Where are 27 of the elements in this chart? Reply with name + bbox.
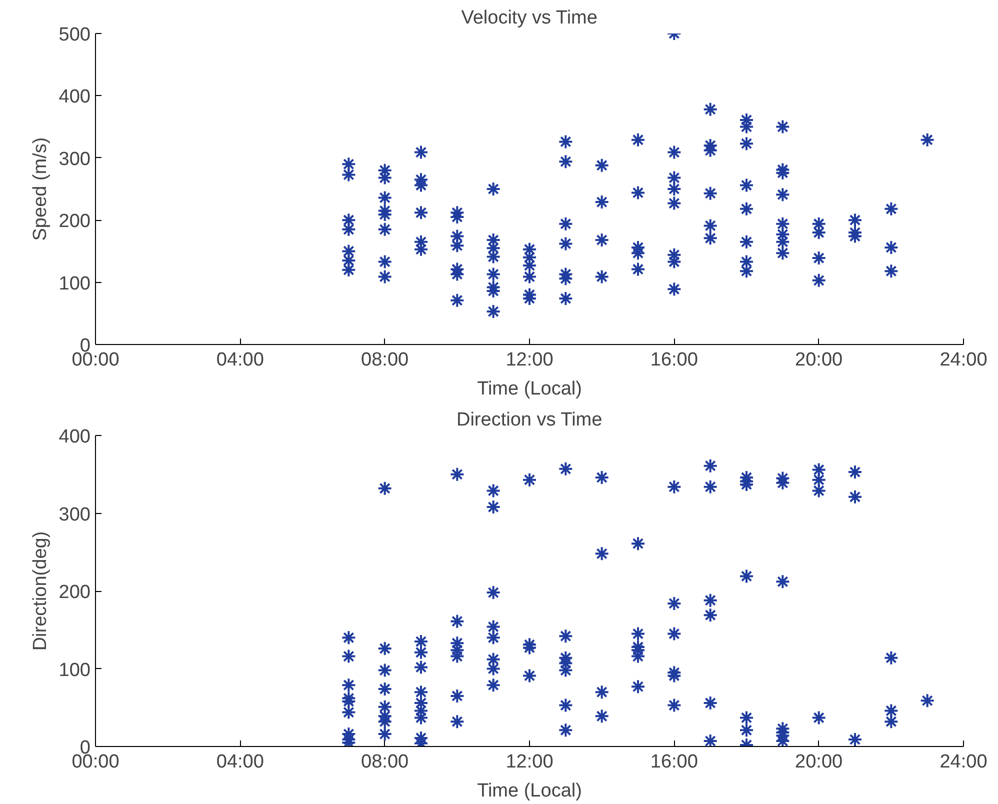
x-tick-label: 08:00 [361, 752, 409, 772]
chart-title: Direction vs Time [456, 410, 602, 430]
y-tick-label: 200 [58, 582, 90, 603]
y-tick-label: 400 [58, 86, 90, 108]
x-tick-label: 20:00 [795, 350, 843, 370]
y-tick-label: 100 [58, 273, 90, 294]
y-axis-title: Speed (m/s) [30, 137, 51, 241]
x-tick-label: 04:00 [216, 350, 264, 370]
y-tick-label: 400 [58, 426, 90, 448]
y-tick-label: 300 [58, 148, 90, 170]
x-tick-label: 16:00 [650, 350, 698, 370]
x-tick-label: 16:00 [650, 752, 698, 772]
x-tick-label: 24:00 [940, 752, 988, 772]
x-tick-label: 12:00 [506, 752, 554, 772]
x-tick-label: 04:00 [216, 752, 264, 772]
y-tick-label: 100 [58, 660, 90, 681]
x-tick-label: 24:00 [940, 350, 988, 370]
x-axis-title: Time (Local) [477, 780, 582, 802]
y-tick-label: 300 [58, 504, 90, 526]
x-axis-title: Time (Local) [477, 378, 582, 400]
x-tick-label: 08:00 [361, 350, 409, 370]
y-tick-label: 500 [58, 24, 90, 46]
y-tick-label: 200 [58, 211, 90, 232]
x-tick-label: 12:00 [506, 350, 554, 370]
y-axis-title: Direction(deg) [30, 531, 51, 651]
x-tick-label: 20:00 [795, 752, 843, 772]
chart-title: Velocity vs Time [461, 8, 598, 28]
